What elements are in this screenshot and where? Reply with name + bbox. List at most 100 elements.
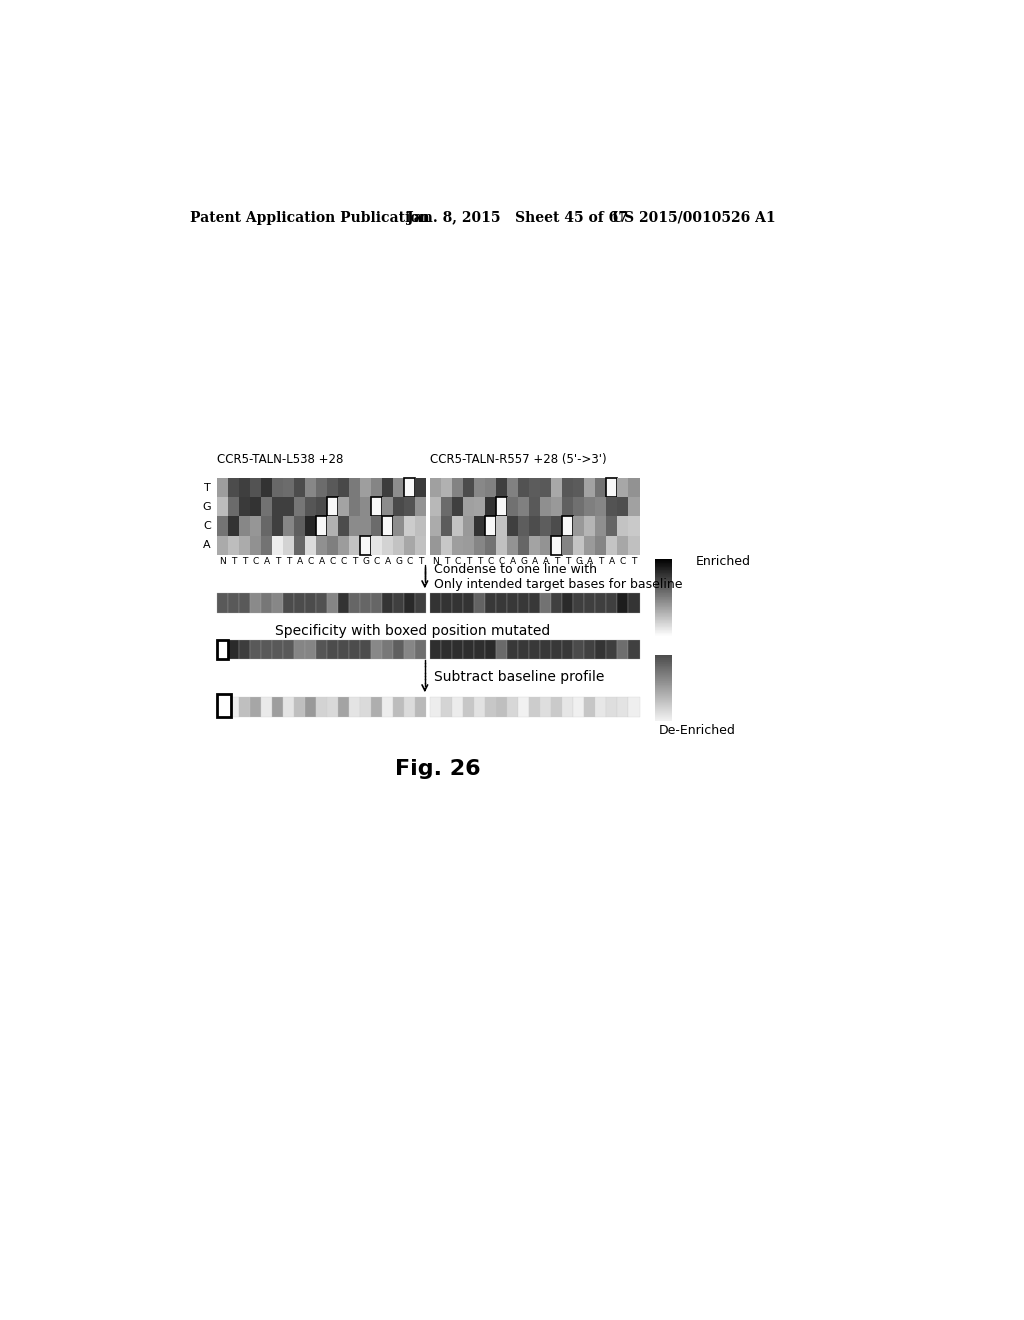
Bar (338, 498, 349, 516)
Bar (316, 640, 328, 659)
Bar (606, 594, 617, 612)
Text: Specificity with boxed position mutated: Specificity with boxed position mutated (275, 624, 551, 639)
Bar (551, 478, 562, 498)
Bar (453, 697, 463, 717)
Bar (595, 498, 606, 516)
Bar (430, 478, 441, 498)
Text: T: T (231, 557, 237, 566)
Bar (585, 516, 595, 536)
Bar (463, 536, 474, 554)
Bar (284, 498, 294, 516)
Bar (338, 478, 349, 498)
Bar (573, 640, 585, 659)
Text: T: T (554, 557, 559, 566)
Bar (372, 640, 382, 659)
Bar (294, 498, 305, 516)
Bar (217, 536, 228, 554)
Bar (551, 536, 562, 554)
Bar (305, 697, 316, 717)
Bar (485, 536, 497, 554)
Bar (328, 498, 338, 516)
Bar (474, 498, 485, 516)
Bar (497, 594, 507, 612)
Bar (430, 640, 441, 659)
Bar (585, 478, 595, 498)
Bar (316, 478, 328, 498)
Bar (507, 498, 518, 516)
Bar (573, 536, 585, 554)
Bar (617, 594, 629, 612)
Bar (240, 697, 250, 717)
Bar (228, 640, 240, 659)
Text: T: T (565, 557, 570, 566)
Bar (272, 594, 284, 612)
Bar (305, 640, 316, 659)
Bar (272, 697, 284, 717)
Bar (463, 697, 474, 717)
Bar (372, 594, 382, 612)
Bar (228, 594, 240, 612)
Text: G: G (362, 557, 370, 566)
Bar (529, 536, 541, 554)
Bar (541, 516, 551, 536)
Bar (360, 536, 372, 554)
Bar (441, 516, 453, 536)
Bar (338, 697, 349, 717)
Text: T: T (444, 557, 450, 566)
Bar (404, 536, 416, 554)
Text: T: T (275, 557, 281, 566)
Bar (453, 478, 463, 498)
Text: A: A (531, 557, 538, 566)
Bar (272, 640, 284, 659)
Bar (585, 697, 595, 717)
Bar (497, 697, 507, 717)
Bar (393, 594, 404, 612)
Bar (430, 536, 441, 554)
Bar (430, 498, 441, 516)
Bar (316, 498, 328, 516)
Text: T: T (242, 557, 248, 566)
Text: T: T (286, 557, 292, 566)
Bar (497, 640, 507, 659)
Bar (497, 516, 507, 536)
Bar (441, 697, 453, 717)
Bar (240, 536, 250, 554)
Bar (485, 640, 497, 659)
Bar (453, 640, 463, 659)
Bar (518, 498, 529, 516)
Bar (606, 498, 617, 516)
Bar (372, 697, 382, 717)
Bar (305, 498, 316, 516)
Bar (529, 478, 541, 498)
Bar (416, 478, 426, 498)
Bar (617, 697, 629, 717)
Bar (261, 498, 272, 516)
Bar (228, 498, 240, 516)
Bar (294, 594, 305, 612)
Bar (617, 640, 629, 659)
Bar (228, 478, 240, 498)
Bar (393, 536, 404, 554)
Bar (485, 697, 497, 717)
Bar (541, 478, 551, 498)
Bar (518, 697, 529, 717)
Bar (328, 697, 338, 717)
Bar (338, 640, 349, 659)
Bar (305, 478, 316, 498)
Bar (497, 498, 507, 516)
Bar (573, 516, 585, 536)
Bar (629, 640, 640, 659)
Bar (404, 498, 416, 516)
Text: US 2015/0010526 A1: US 2015/0010526 A1 (612, 211, 776, 224)
Bar (617, 478, 629, 498)
Bar (328, 536, 338, 554)
Bar (228, 697, 240, 717)
Bar (606, 536, 617, 554)
Bar (261, 697, 272, 717)
Text: G: G (520, 557, 527, 566)
Text: G: G (395, 557, 402, 566)
Text: Condense to one line with
Only intended target bases for baseline: Condense to one line with Only intended … (434, 562, 683, 590)
Bar (382, 536, 393, 554)
Bar (240, 498, 250, 516)
Bar (360, 697, 372, 717)
